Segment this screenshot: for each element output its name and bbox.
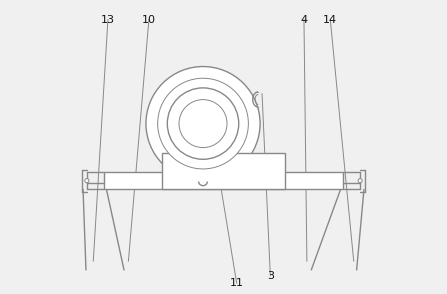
Circle shape (167, 88, 239, 159)
Bar (104, 172, 343, 189)
Bar (162, 153, 285, 189)
Circle shape (85, 178, 89, 183)
Text: 10: 10 (142, 15, 156, 25)
Circle shape (146, 66, 260, 181)
Circle shape (179, 100, 227, 148)
Text: 13: 13 (101, 15, 115, 25)
Circle shape (358, 178, 362, 183)
Text: 3: 3 (267, 271, 274, 281)
Text: 14: 14 (323, 15, 337, 25)
Circle shape (158, 78, 249, 169)
Text: 4: 4 (300, 15, 308, 25)
Text: 11: 11 (230, 278, 244, 288)
